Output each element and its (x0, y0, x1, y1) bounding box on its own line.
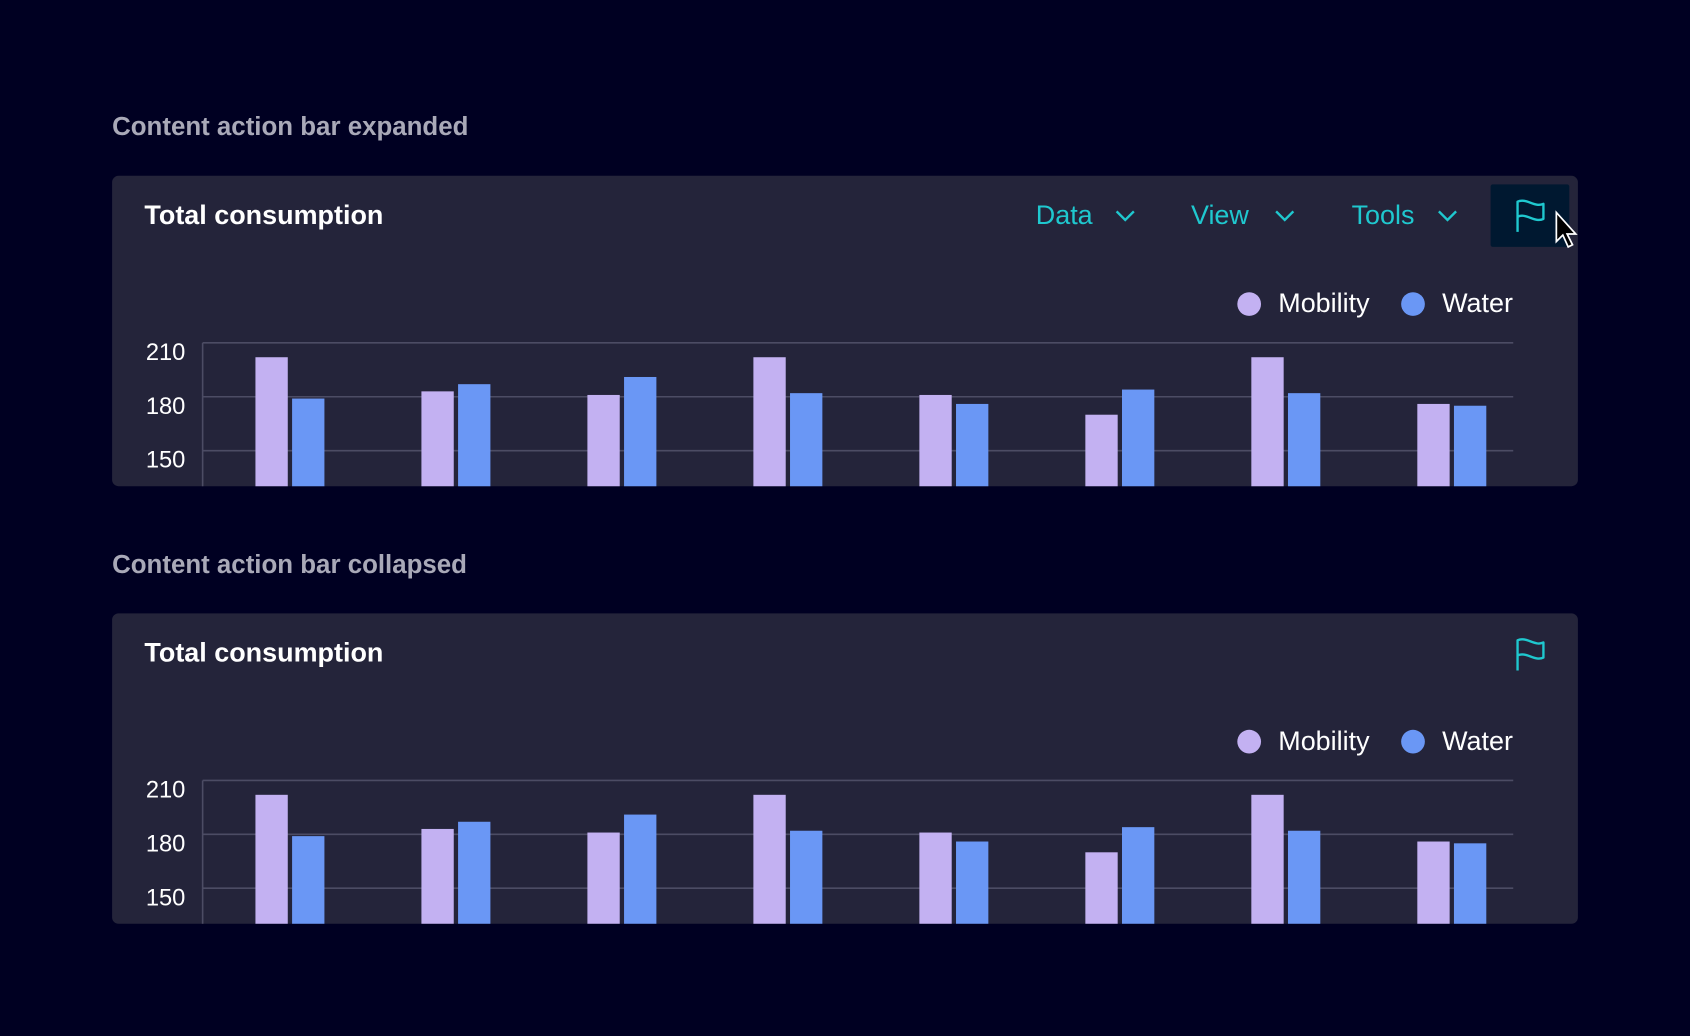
bar (919, 832, 952, 924)
bar (458, 384, 491, 487)
y-tick-label: 180 (146, 394, 186, 420)
bar (1085, 852, 1118, 924)
bar (255, 357, 288, 487)
bar (624, 376, 657, 487)
cursor (1555, 210, 1578, 249)
y-tick-label: 150 (146, 885, 186, 911)
bar (956, 841, 989, 924)
bar (790, 830, 823, 924)
legend-swatch (1401, 292, 1425, 316)
bar (919, 394, 952, 487)
bar (421, 828, 454, 924)
legend-swatch (1401, 729, 1425, 754)
bar (1287, 830, 1321, 924)
section-heading: Content action bar expanded (112, 113, 468, 141)
bar (1085, 414, 1118, 487)
bar (292, 836, 325, 924)
plot: 150 180 210 (146, 340, 1514, 487)
bar (292, 398, 325, 487)
bar (1251, 357, 1284, 487)
legend-swatch (1237, 729, 1262, 754)
legend-label: Mobility (1278, 288, 1370, 318)
flag-button[interactable] (1505, 631, 1557, 678)
chevron-icon (1275, 210, 1295, 222)
bar (1121, 389, 1155, 487)
card-title: Total consumption (144, 200, 383, 230)
bar (587, 832, 620, 924)
bar (1121, 827, 1155, 924)
bar (956, 403, 989, 487)
chevron-icon (1115, 210, 1135, 222)
y-tick-label: 180 (146, 831, 186, 857)
bar (1453, 405, 1487, 487)
plot: 150 180 210 (146, 777, 1514, 924)
section-heading: Content action bar collapsed (112, 551, 467, 579)
bar (753, 794, 786, 924)
action-menu[interactable]: Tools (1352, 200, 1415, 230)
bar (421, 391, 454, 487)
legend-label: Mobility (1278, 726, 1370, 756)
y-tick-label: 150 (146, 448, 186, 474)
card-title: Total consumption (144, 637, 383, 667)
flag-icon (1516, 199, 1545, 232)
bar (1251, 794, 1284, 924)
action-menu[interactable]: View (1191, 200, 1249, 230)
legend-label: Water (1442, 726, 1513, 756)
legend-swatch (1237, 292, 1262, 316)
bar (1453, 843, 1487, 924)
bar (1287, 393, 1321, 487)
bar (753, 357, 786, 487)
bar (1417, 841, 1450, 924)
flag-button[interactable] (1490, 184, 1570, 247)
bar (255, 794, 288, 924)
bar (790, 393, 823, 487)
legend-label: Water (1442, 288, 1513, 318)
y-tick-label: 210 (146, 340, 186, 366)
bar (587, 394, 620, 487)
chevron-icon (1438, 210, 1457, 222)
flag-icon (1516, 638, 1545, 671)
bar (458, 821, 491, 924)
action-menu[interactable]: Data (1036, 200, 1093, 230)
y-tick-label: 210 (146, 777, 186, 803)
bar (1417, 403, 1450, 487)
bar (624, 814, 657, 924)
